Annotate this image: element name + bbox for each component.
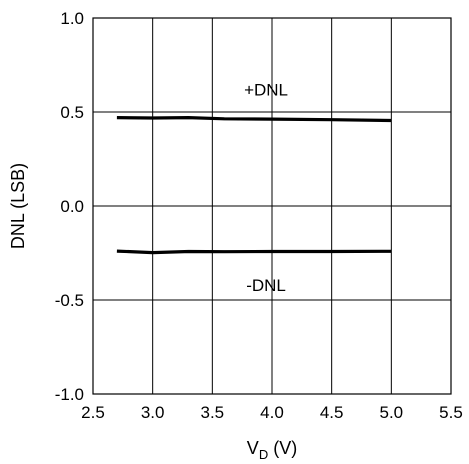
series-line-+DNL — [116, 115, 392, 123]
grid — [93, 18, 451, 394]
x-tick-label: 2.5 — [81, 403, 105, 422]
y-tick-label: -1.0 — [55, 385, 84, 404]
annotations: +DNL -DNL — [244, 80, 288, 295]
annotation-label: -DNL — [246, 276, 286, 295]
x-tick-labels: 2.5 3.0 3.5 4.0 4.5 5.0 5.5 — [81, 403, 463, 422]
x-tick-label: 3.5 — [201, 403, 225, 422]
x-tick-label: 4.0 — [260, 403, 284, 422]
x-tick-label: 5.5 — [439, 403, 463, 422]
y-tick-labels: 1.0 0.5 0.0 -0.5 -1.0 — [55, 9, 84, 404]
x-tick-label: 3.0 — [141, 403, 165, 422]
x-tick-label: 4.5 — [320, 403, 344, 422]
plot-frame — [92, 17, 452, 395]
y-tick-label: 0.0 — [60, 197, 84, 216]
x-axis-label-main: V — [247, 438, 259, 458]
y-axis-label: DNL (LSB) — [8, 163, 28, 249]
series-group — [116, 115, 392, 255]
y-tick-label: 0.5 — [60, 103, 84, 122]
x-axis-label-subscript: D — [259, 447, 268, 462]
x-tick-label: 5.0 — [380, 403, 404, 422]
x-axis-label-unit: (V) — [268, 438, 297, 458]
y-tick-label: 1.0 — [60, 9, 84, 28]
y-tick-label: -0.5 — [55, 291, 84, 310]
x-axis-label: VD (V) — [247, 438, 297, 462]
series-line--DNL — [116, 249, 392, 255]
annotation-label: +DNL — [244, 80, 288, 99]
